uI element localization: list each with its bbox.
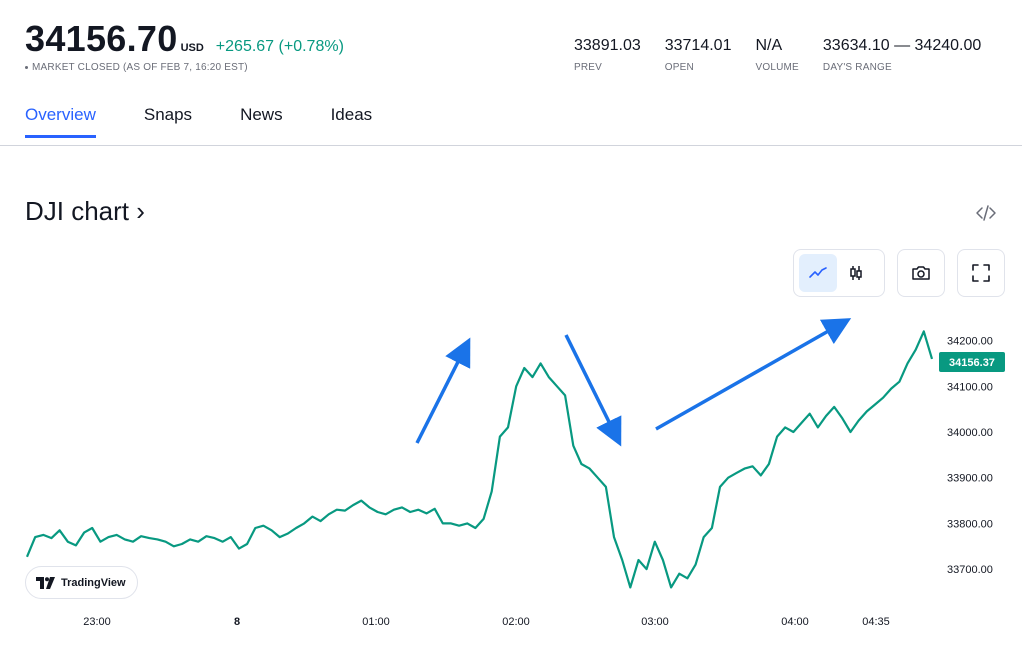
fullscreen-button[interactable] (962, 254, 1000, 292)
status-dot-icon (25, 65, 28, 69)
stat-value: 33714.01 (664, 37, 732, 54)
stat-label: OPEN (664, 62, 694, 73)
x-tick-label: 23:00 (83, 616, 111, 628)
market-status: MARKET CLOSED (AS OF FEB 7, 16:20 EST) (25, 62, 344, 73)
y-axis: 33700.00 33800.00 33900.00 34000.00 34100.00… (947, 336, 993, 577)
embed-code-icon[interactable] (974, 201, 998, 225)
snapshot-button[interactable] (902, 254, 940, 292)
stat-value: 33891.03 (574, 37, 641, 54)
stat-label: VOLUME (755, 62, 799, 73)
line-chart-button[interactable] (799, 254, 837, 292)
tradingview-brand-text: TradingView (61, 576, 126, 589)
stat-label: PREV (574, 62, 603, 73)
tab-news[interactable]: News (240, 105, 283, 124)
y-tick-label: 33800.00 (947, 518, 993, 530)
market-status-text: MARKET CLOSED (AS OF FEB 7, 16:20 EST) (32, 62, 248, 73)
fullscreen-icon (972, 264, 990, 282)
price-series-line (25, 330, 934, 589)
chart-title-link[interactable]: DJI chart › (25, 196, 145, 226)
x-tick-label: 8 (234, 616, 240, 628)
chart-annotations (415, 318, 852, 447)
arrow-up-annotation (415, 337, 471, 444)
x-tick-label: 03:00 (641, 616, 669, 628)
x-tick-label: 02:00 (502, 616, 530, 628)
x-tick-label: 04:35 (862, 616, 890, 628)
tabs-divider (0, 145, 1022, 146)
stat-value: N/A (755, 37, 783, 54)
y-tick-label: 33900.00 (947, 473, 993, 485)
last-price-tag-text: 34156.37 (949, 357, 995, 369)
price-change: +265.67 (+0.78%) (215, 38, 344, 55)
line-chart-icon (809, 267, 827, 278)
quote-header: 34156.70 USD +265.67 (+0.78%) MARKET CLO… (25, 18, 344, 73)
stat-open: 33714.01 OPEN (665, 37, 732, 73)
symbol-tabs: Overview Snaps News Ideas (25, 105, 420, 138)
fullscreen-group (957, 249, 1005, 297)
stat-prev: 33891.03 PREV (574, 37, 641, 73)
y-tick-label: 34000.00 (947, 427, 993, 439)
last-price: 34156.70 (25, 18, 178, 59)
tab-snaps[interactable]: Snaps (143, 105, 193, 124)
x-tick-label: 01:00 (362, 616, 390, 628)
last-price-tag-bg (939, 352, 1005, 372)
tab-overview[interactable]: Overview (25, 105, 96, 138)
tradingview-logo-icon (36, 576, 55, 589)
price-line: 34156.70 USD +265.67 (+0.78%) (25, 18, 344, 60)
candles-icon (850, 266, 862, 280)
y-tick-label: 33700.00 (947, 564, 993, 576)
candles-button[interactable] (837, 254, 875, 292)
last-price-tag: 34156.37 (939, 352, 1005, 372)
tradingview-badge[interactable]: TradingView (25, 566, 138, 599)
arrow-trend-annotation (655, 318, 852, 431)
snapshot-group (897, 249, 945, 297)
key-stats: 33891.03 PREV 33714.01 OPEN N/A VOLUME 3… (574, 37, 981, 73)
x-axis: 23:00 8 01:00 02:00 03:00 04:00 04:35 (83, 616, 890, 628)
y-tick-label: 34200.00 (947, 336, 993, 348)
chart-style-toggle (793, 249, 885, 297)
camera-icon (912, 266, 930, 280)
stat-days-range: 33634.10 — 34240.00 DAY'S RANGE (823, 37, 981, 73)
currency-label: USD (180, 42, 204, 54)
y-tick-label: 34100.00 (947, 381, 993, 393)
stat-label: DAY'S RANGE (822, 62, 892, 73)
x-tick-label: 04:00 (781, 616, 809, 628)
stat-volume: N/A VOLUME (755, 37, 798, 73)
stat-value: 33634.10 — 34240.00 (822, 37, 982, 54)
arrow-down-annotation (564, 334, 622, 447)
tab-ideas[interactable]: Ideas (330, 105, 373, 124)
